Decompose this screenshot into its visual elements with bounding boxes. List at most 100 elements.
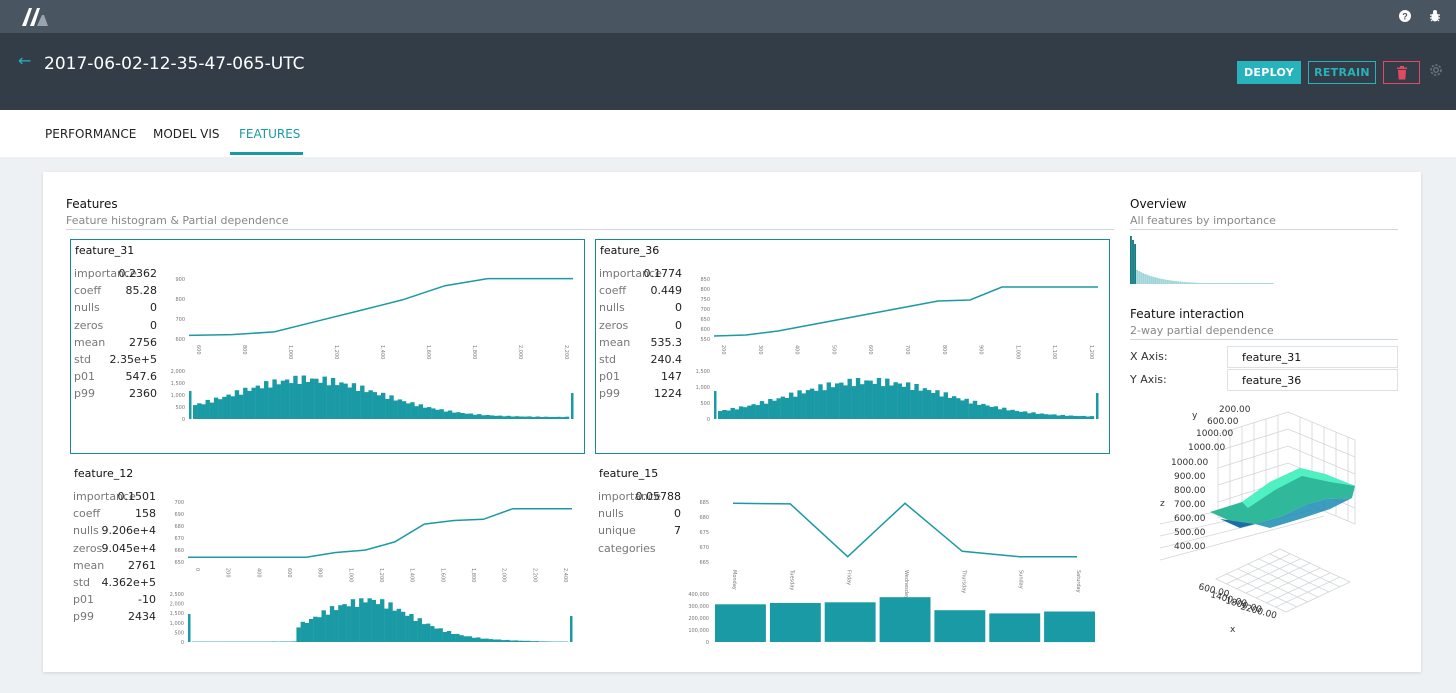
hist-bar: [530, 641, 535, 642]
x-tick: 1,000: [1014, 345, 1020, 359]
feature-panel[interactable]: feature_12 importance 0.1501 coeff 158 nulls…: [70, 463, 585, 678]
pd-line: [732, 502, 1077, 558]
feature-panel[interactable]: feature_15 importance 0.05788 nulls 0 unique…: [595, 463, 1110, 678]
stat-row: zeros 0: [599, 319, 682, 336]
feature-panel[interactable]: feature_31 importance 0.2362 coeff 85.28 nul…: [70, 239, 585, 454]
importance-bar: [1142, 273, 1145, 284]
hist-bar: [918, 390, 923, 419]
x-tick: 400: [794, 345, 800, 355]
hist-bar: [406, 403, 411, 419]
gear-icon[interactable]: [1428, 62, 1444, 78]
hist-bar: [1048, 414, 1053, 419]
importance-chart: [1130, 236, 1274, 284]
hist-bar: [1068, 415, 1074, 419]
hist-bar: [280, 380, 286, 419]
stat-row: zeros 0: [74, 319, 157, 336]
importance-bar: [1179, 281, 1182, 284]
hist-bar: [939, 396, 944, 419]
hist-bar: [463, 636, 468, 642]
hist-bar: [418, 404, 423, 419]
x-tick: 300: [757, 345, 763, 355]
importance-bar: [1189, 282, 1192, 284]
hist-bar: [329, 606, 335, 642]
importance-bar: [1263, 283, 1266, 284]
importance-bar: [1197, 282, 1200, 284]
hist-bar: [751, 404, 756, 419]
hist-bar: [809, 388, 815, 419]
retrain-button[interactable]: RETRAIN: [1308, 61, 1376, 84]
hist-y-tick: 1,000: [696, 385, 710, 391]
hist-bar: [543, 416, 549, 419]
stat-value: 2756: [129, 335, 157, 349]
app-logo[interactable]: [22, 7, 50, 27]
hist-bar: [968, 403, 974, 419]
hist-bar: [501, 640, 506, 642]
category-tick: Thursday: [960, 569, 966, 593]
hist-bar: [914, 384, 919, 419]
feature-plot: 850 800 750 700 650 600 550 200 300 400 500 600 700 8…: [696, 277, 1099, 423]
x-tick: 200: [720, 345, 726, 355]
x-tick: 200: [225, 568, 231, 578]
tab-model-vis[interactable]: MODEL VIS: [153, 127, 220, 141]
hist-bar: [1085, 416, 1091, 419]
y-axis-letter: y: [1192, 411, 1198, 421]
x-tick: 1,400: [379, 345, 385, 359]
y-axis-select[interactable]: feature_36: [1227, 369, 1398, 391]
stat-label: importance: [73, 490, 136, 503]
x-axis-row: X Axis: feature_31: [1130, 346, 1398, 368]
hist-bar: [830, 387, 836, 419]
tab-performance[interactable]: PERFORMANCE: [45, 127, 137, 141]
stat-label: nulls: [74, 301, 100, 315]
delete-button[interactable]: [1383, 61, 1420, 84]
hist-bar: [1035, 413, 1040, 419]
hist-bar: [283, 641, 289, 642]
x-axis-select[interactable]: feature_31: [1227, 346, 1398, 368]
category-bar: [1044, 611, 1095, 643]
model-header: ← 2017-06-02-12-35-47-065-UTC DEPLOY RET…: [0, 33, 1456, 110]
importance-bar: [1187, 282, 1190, 284]
importance-bar: [1207, 283, 1210, 284]
stat-label: coeff: [73, 507, 101, 521]
stat-row: importance 0.2362: [74, 267, 157, 284]
hist-bar: [935, 390, 940, 419]
hist-bar: [226, 394, 231, 419]
x-tick: 1,800: [471, 345, 477, 359]
importance-bar: [1236, 283, 1239, 284]
importance-bar: [1212, 283, 1214, 284]
pd-line: [188, 507, 572, 559]
stat-label: std: [73, 576, 91, 589]
deploy-button[interactable]: DEPLOY: [1237, 61, 1301, 84]
category-tick: Saturday: [1075, 570, 1081, 593]
x-tick: 0: [194, 568, 200, 571]
bug-icon[interactable]: [1427, 8, 1443, 24]
stat-label: unique: [598, 524, 636, 538]
feature-panel[interactable]: feature_36 importance 0.1774 coeff 0.449 nul…: [595, 239, 1110, 454]
hist-bar: [1031, 412, 1036, 419]
stat-row: importance 0.05788: [598, 490, 681, 507]
help-icon[interactable]: ?: [1397, 8, 1413, 24]
stat-value: -10: [138, 593, 156, 607]
hist-bar: [414, 406, 419, 419]
stat-value: 9.206e+4: [101, 524, 156, 538]
importance-bar: [1160, 278, 1163, 284]
hist-bar: [947, 397, 953, 419]
hist-bar: [234, 390, 240, 419]
hist-y-tick: 1,500: [170, 611, 184, 617]
tab-features[interactable]: FEATURES: [239, 127, 301, 141]
stat-value: 0.2362: [118, 267, 158, 280]
importance-bar: [1173, 280, 1175, 284]
hist-bar: [343, 383, 348, 419]
interaction-3d-plot[interactable]: y 200.00 600.00 1000.00 1000.00 1000.00 …: [1130, 404, 1398, 640]
pd-y-tick: 675: [699, 530, 709, 536]
hist-bar: [776, 398, 781, 419]
arrow-left-icon[interactable]: ←: [18, 51, 32, 70]
hist-bar: [851, 386, 857, 419]
category-tick: Tuesday: [788, 569, 794, 590]
hist-bar: [380, 599, 385, 642]
hist-bar: [839, 382, 844, 419]
hist-bar: [392, 610, 397, 642]
hist-edge-bar: [188, 614, 191, 642]
hist-y-tick: 500: [700, 401, 710, 407]
feature-plot: 685 680 675 670 665 Monday Tuesday Friday Wednes…: [688, 500, 1095, 646]
hist-bar: [305, 382, 311, 419]
